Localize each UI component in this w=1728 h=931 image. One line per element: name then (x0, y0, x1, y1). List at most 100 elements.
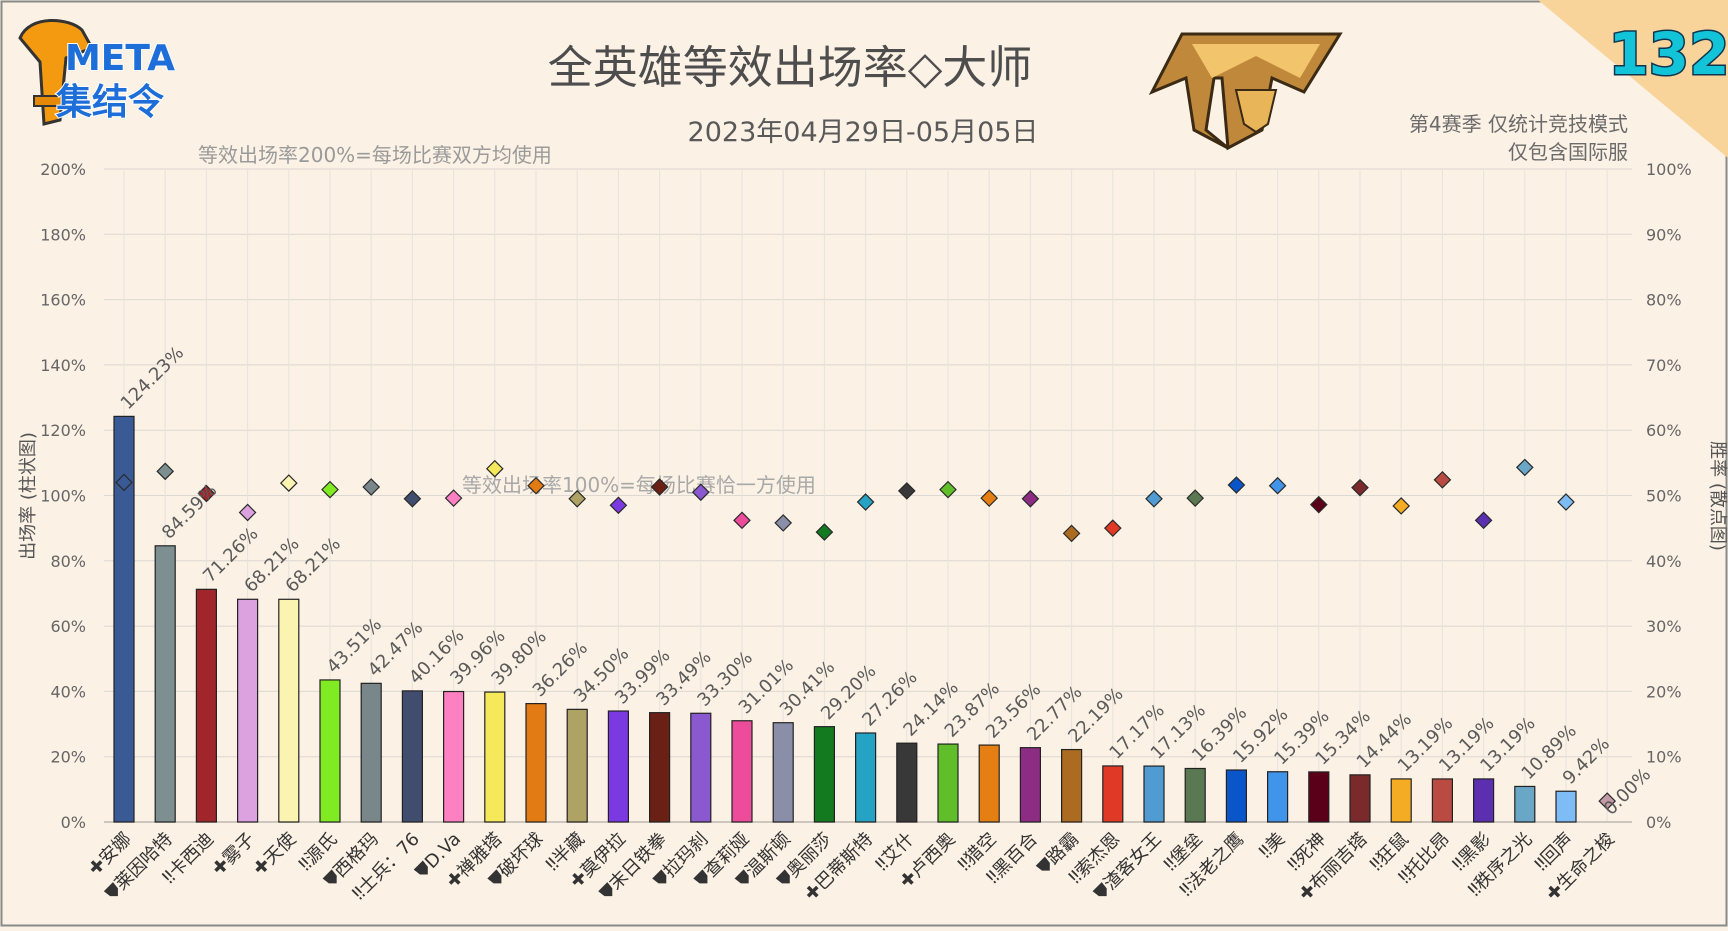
winrate-point (115, 473, 133, 492)
bar (690, 712, 712, 823)
winrate-point (897, 482, 916, 500)
y-tick-left: 120% (40, 421, 86, 440)
winrate-point (733, 511, 751, 530)
winrate-point (1186, 489, 1205, 507)
bar (566, 708, 588, 823)
y-tick-left: 20% (50, 748, 86, 767)
y-tick-right: 60% (1646, 421, 1682, 440)
bar (648, 712, 671, 823)
bars (113, 415, 1577, 823)
bar (731, 720, 753, 823)
meta-logo: META 集结令 (18, 19, 176, 126)
bar (484, 691, 506, 823)
winrate-point (1309, 495, 1328, 514)
y-tick-left: 60% (50, 617, 86, 636)
winrate-point (1515, 458, 1534, 477)
winrate-point (1021, 489, 1040, 508)
bar (937, 743, 959, 823)
y-tick-right: 90% (1646, 225, 1682, 244)
winrate-point (1598, 792, 1617, 810)
bar (772, 722, 794, 823)
winrate-point (980, 489, 999, 507)
note-season: 第4赛季 仅统计竞技模式 (1409, 112, 1628, 136)
winrate-point (1227, 476, 1246, 494)
y-tick-left: 80% (50, 552, 86, 571)
winrate-point (774, 514, 793, 532)
issue-number: 132 (1608, 20, 1728, 88)
winrate-point (1351, 478, 1369, 497)
y-tick-left: 40% (50, 682, 86, 701)
winrate-point (939, 480, 957, 499)
bar (1472, 778, 1495, 823)
bar (1060, 748, 1083, 823)
bar (154, 545, 176, 823)
winrate-point (403, 489, 422, 508)
winrate-point (156, 462, 175, 481)
bar (195, 588, 217, 823)
bar (278, 598, 300, 823)
bar (1390, 778, 1412, 823)
bar (1514, 785, 1536, 823)
y-tick-right: 100% (1646, 160, 1692, 179)
winrate-point (1433, 470, 1452, 489)
master-rank-icon (1148, 32, 1343, 151)
bar (1143, 765, 1165, 823)
bar (319, 679, 341, 823)
y-tick-right: 0% (1646, 813, 1671, 832)
axis-ticks: 0% 0% 20% 10% 40% 20% 60% 30% 80% 40% 100% 50% 120% 6… (40, 160, 1692, 832)
winrate-point (444, 489, 463, 507)
winrate-point (1268, 476, 1287, 495)
note-server: 仅包含国际服 (1508, 140, 1628, 164)
bar (525, 703, 547, 823)
bar (1019, 747, 1042, 823)
winrate-point (197, 484, 216, 503)
bar (1308, 771, 1330, 823)
bar (1349, 774, 1371, 823)
bar (443, 690, 465, 823)
note-100: 等效出场率100%=每场比赛恰一方使用 (462, 473, 816, 497)
y-tick-left: 160% (40, 291, 86, 310)
y-tick-right: 70% (1646, 356, 1682, 375)
winrate-point (1474, 511, 1493, 530)
y-tick-left: 140% (40, 356, 86, 375)
bar (401, 690, 423, 823)
winrate-point (1103, 519, 1122, 537)
bar (813, 726, 836, 823)
winrate-point (362, 478, 381, 496)
winrate-point (609, 496, 628, 515)
y-tick-left: 100% (40, 487, 86, 506)
y-tick-right: 40% (1646, 552, 1682, 571)
winrate-point (568, 489, 587, 508)
winrate-point (650, 478, 669, 496)
winrate-point (815, 523, 834, 541)
y-tick-left: 200% (40, 160, 86, 179)
bar (237, 598, 259, 823)
bar (1431, 778, 1454, 823)
y-tick-right: 30% (1646, 617, 1682, 636)
bar (1225, 769, 1248, 823)
corner-ribbon (1538, 0, 1728, 158)
bar (978, 744, 1000, 823)
winrate-point (1557, 493, 1575, 511)
bar (854, 732, 877, 823)
winrate-point (1145, 489, 1163, 508)
y-tick-right: 20% (1646, 682, 1682, 701)
bar (1555, 790, 1577, 823)
winrate-point (238, 503, 257, 522)
logo-line1: META (65, 38, 175, 79)
y-axis-left-title: 出场率 (柱状图) (18, 432, 39, 560)
bar (1266, 771, 1289, 823)
y-tick-left: 180% (40, 225, 86, 244)
winrate-point (1392, 497, 1411, 515)
y-tick-left: 0% (61, 813, 86, 832)
winrate-point (691, 483, 710, 502)
note-200: 等效出场率200%=每场比赛双方均使用 (198, 143, 552, 167)
logo-line2: 集结令 (55, 82, 165, 123)
y-tick-right: 80% (1646, 291, 1682, 310)
bar (113, 415, 135, 823)
bar (1102, 765, 1124, 823)
winrate-point (279, 474, 298, 492)
y-tick-right: 10% (1646, 748, 1682, 767)
chart-subtitle: 2023年04月29日-05月05日 (688, 117, 1039, 148)
